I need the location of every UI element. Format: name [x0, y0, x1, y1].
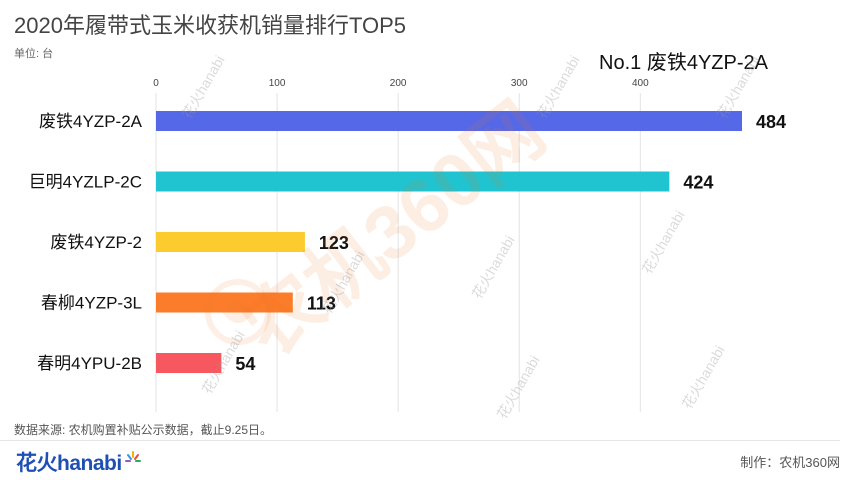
bar [156, 171, 670, 192]
value-label: 113 [307, 294, 336, 314]
value-label: 54 [235, 354, 255, 374]
category-label: 春明4YPU-2B [37, 354, 142, 373]
x-tick-label: 300 [511, 78, 528, 89]
category-label: 废铁4YZP-2A [39, 112, 143, 131]
bar [156, 292, 293, 313]
bar [156, 353, 222, 373]
x-tick-label: 0 [153, 78, 159, 89]
brand-logo: 花火hanabi [14, 447, 142, 477]
bar [156, 232, 305, 252]
category-label: 巨明4YZLP-2C [29, 173, 142, 192]
sparkle-icon [124, 451, 141, 462]
bar [156, 111, 742, 131]
x-tick-label: 400 [632, 78, 649, 89]
value-label: 123 [319, 233, 349, 253]
credit-label: 制作：农机360网 [740, 455, 840, 470]
brand-logo-text: 花火hanabi [16, 452, 122, 475]
x-tick-label: 200 [390, 78, 407, 89]
bar-chart: 0 100 200 300 400 废铁4YZP-2A 484 巨明4YZLP-2C 424 废铁… [29, 78, 786, 412]
unit-label: 单位: 台 [14, 48, 54, 60]
data-source-note: 数据来源: 农机购置补贴公示数据，截止9.25日。 [14, 423, 273, 437]
value-label: 424 [683, 173, 713, 193]
footer-divider [0, 440, 840, 441]
value-label: 484 [756, 112, 786, 132]
top-ranked-label: No.1 废铁4YZP-2A [599, 52, 768, 74]
category-label: 春柳4YZP-3L [41, 294, 142, 313]
x-tick-label: 100 [269, 78, 286, 89]
category-label: 废铁4YZP-2 [50, 233, 142, 252]
chart-title: 2020年履带式玉米收获机销量排行TOP5 [14, 13, 407, 38]
